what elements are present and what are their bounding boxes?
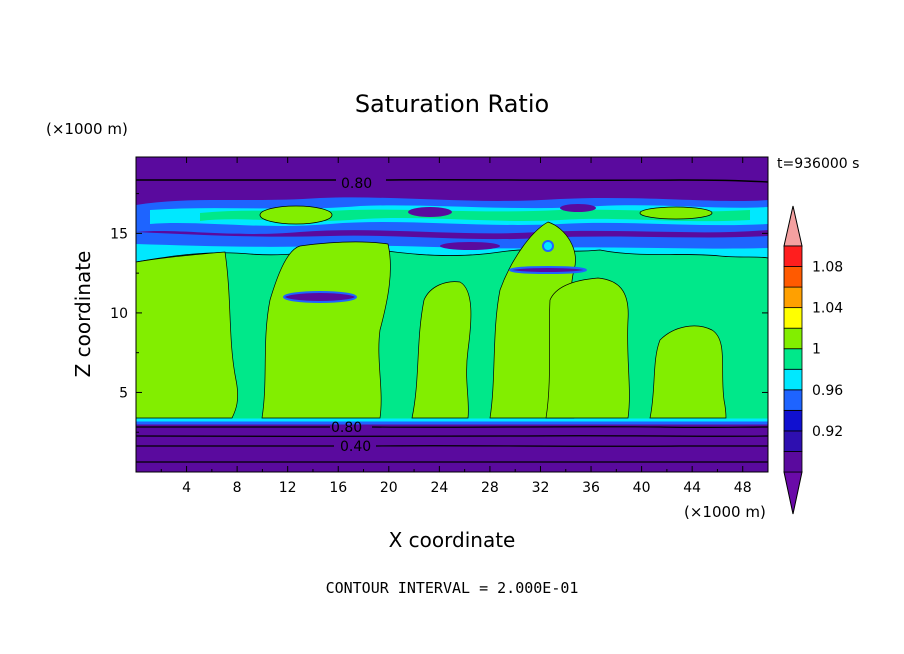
contour-line-lower-080	[136, 426, 768, 429]
contour-line-bottom	[136, 461, 768, 463]
y-axis: 5 10 15	[110, 193, 768, 433]
dry-patch-center	[408, 207, 452, 217]
colorbar-label: 0.96	[812, 383, 843, 399]
colorbar-swatch	[783, 409, 803, 432]
colorbar-label: 1.08	[812, 260, 843, 276]
colorbar-swatch	[783, 430, 803, 452]
colorbar-swatch	[783, 348, 803, 370]
colorbar: 0.92 0.96 1 1.04 1.08	[783, 205, 843, 515]
x-tick-label: 16	[329, 480, 347, 496]
colorbar-label: 0.92	[812, 424, 843, 440]
colorbar-swatch	[783, 368, 803, 391]
x-tick-label: 44	[683, 480, 701, 496]
y-tick-label: 10	[110, 306, 128, 322]
x-tick-label: 12	[279, 480, 297, 496]
field: 0.80 0.80 0.40	[136, 157, 768, 472]
time-label: t=936000 s	[777, 156, 859, 172]
plot-frame	[135, 156, 769, 473]
y-axis-label: Z coordinate	[71, 251, 95, 378]
colorbar-top-arrow	[783, 205, 803, 247]
y-tick-label: 15	[110, 226, 128, 242]
colorbar-swatch	[783, 389, 803, 411]
x-tick-label: 20	[380, 480, 398, 496]
colorbar-swatch	[783, 307, 803, 329]
x-tick-label: 32	[532, 480, 550, 496]
x-tick-label: 4	[182, 480, 191, 496]
colorbar-swatch	[783, 245, 803, 267]
x-tick-label: 8	[233, 480, 242, 496]
dry-patch-right	[560, 204, 596, 212]
x-tick-label: 24	[430, 480, 448, 496]
colorbar-swatch	[783, 451, 803, 473]
chart-title: Saturation Ratio	[355, 90, 549, 118]
x-unit-label: (×1000 m)	[684, 503, 766, 521]
colorbar-swatch	[783, 286, 803, 309]
colorbar-bottom-arrow	[783, 471, 803, 515]
x-tick-label: 40	[633, 480, 651, 496]
contour-interval-note: CONTOUR INTERVAL = 2.000E-01	[326, 579, 579, 597]
y-unit-label: (×1000 m)	[46, 120, 128, 138]
contour-label-middle: 0.80	[331, 420, 362, 436]
dry-streak-2	[509, 266, 587, 274]
cloud-column-2	[261, 241, 391, 419]
upper-cloud-left	[259, 205, 333, 225]
contour-label-bottom: 0.40	[340, 439, 371, 455]
contour-line-lower-040	[136, 445, 768, 447]
dry-streak-3	[440, 242, 500, 250]
contour-line-mid	[136, 435, 768, 438]
x-axis: 4 8 12 16 20 24 28 32 36 40 44 48	[160, 157, 752, 496]
colorbar-label: 1.04	[812, 301, 843, 317]
x-tick-label: 28	[481, 480, 499, 496]
y-tick-label: 5	[119, 385, 128, 401]
x-tick-label: 36	[582, 480, 600, 496]
x-axis-label: X coordinate	[389, 528, 516, 552]
dry-streak-1	[283, 291, 357, 303]
contour-label-top: 0.80	[341, 176, 372, 192]
x-tick-label: 48	[734, 480, 752, 496]
cloud-column-3	[411, 281, 472, 419]
dry-pocket	[542, 240, 554, 252]
contour-line-upper	[136, 179, 768, 183]
upper-cloud-right	[639, 206, 713, 220]
cloud-column-6	[649, 325, 727, 419]
cloud-column-1	[136, 251, 238, 419]
colorbar-label: 1	[812, 342, 821, 358]
colorbar-swatch	[783, 266, 803, 288]
cloud-column-5	[545, 277, 630, 419]
upper-green-band	[200, 209, 750, 222]
colorbar-swatch	[783, 327, 803, 350]
